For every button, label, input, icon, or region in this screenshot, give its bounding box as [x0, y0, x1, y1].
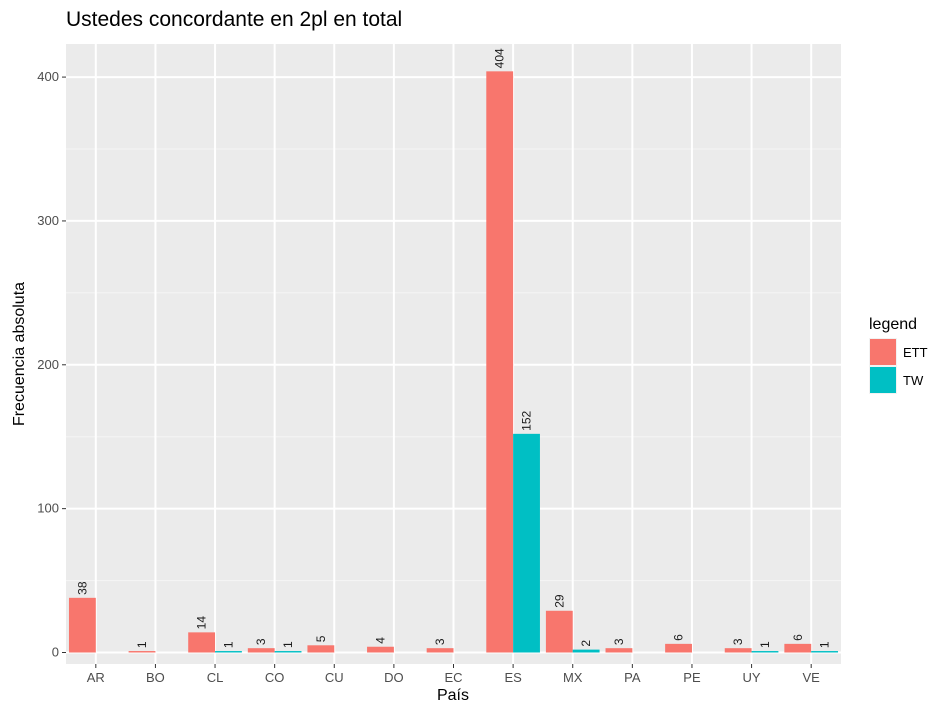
bar-ett-ar	[68, 597, 96, 653]
x-tick-label: CU	[325, 670, 344, 685]
data-label-tw-mx: 2	[579, 640, 593, 647]
data-label-ett-ar: 38	[75, 581, 89, 595]
data-labels: 38 1 14 3 5 4 3 404 29 3 6 3 6 1 1 152 2 1 1	[75, 48, 831, 648]
y-tick-label: 400	[37, 69, 59, 84]
y-tick-label: 100	[37, 501, 59, 516]
y-tick-label: 0	[52, 644, 59, 659]
data-label-ett-es: 404	[493, 48, 507, 68]
bar-ett-cl	[188, 632, 216, 653]
data-label-ett-bo: 1	[135, 641, 149, 648]
data-label-ett-mx: 29	[552, 594, 566, 608]
data-label-ett-pa: 3	[612, 638, 626, 645]
legend-label-ett: ETT	[903, 345, 928, 360]
legend-key-ett	[870, 339, 896, 365]
legend-key-tw	[870, 367, 896, 393]
legend-label-tw: TW	[903, 373, 924, 388]
bar-ett-co	[247, 648, 275, 653]
data-label-ett-cu: 5	[314, 635, 328, 642]
bar-ett-bo	[128, 651, 156, 653]
data-label-ett-uy: 3	[731, 638, 745, 645]
bar-tw-uy	[751, 651, 779, 653]
x-tick-label: PE	[683, 670, 701, 685]
bar-tw-ve	[811, 651, 839, 653]
x-tick-label: MX	[563, 670, 583, 685]
x-axis: AR BO CL CO CU DO EC ES MX PA PE UY VE	[87, 664, 820, 685]
bar-ett-ec	[426, 648, 454, 653]
bar-ett-pe	[665, 643, 692, 653]
bar-ett-do	[367, 646, 394, 653]
x-tick-label: VE	[803, 670, 821, 685]
y-axis: 0 100 200 300 400	[37, 69, 66, 659]
data-label-tw-uy: 1	[758, 641, 772, 648]
x-tick-label: AR	[87, 670, 105, 685]
y-axis-title: Frecuencia absoluta	[11, 282, 28, 426]
data-label-tw-co: 1	[281, 641, 295, 648]
x-axis-title: País	[437, 687, 469, 704]
data-label-ett-co: 3	[254, 638, 268, 645]
bar-ett-mx	[545, 610, 573, 653]
bar-tw-es	[513, 433, 540, 653]
bar-ett-es	[486, 71, 514, 653]
bar-ett-cu	[307, 645, 335, 653]
bar-tw-mx	[572, 649, 600, 653]
data-label-tw-cl: 1	[221, 641, 235, 648]
bar-tw-co	[274, 651, 302, 653]
data-label-tw-es: 152	[520, 410, 534, 430]
grid-major	[66, 44, 841, 664]
y-tick-label: 300	[37, 213, 59, 228]
x-tick-label: CO	[265, 670, 285, 685]
data-label-tw-ve: 1	[818, 641, 832, 648]
data-label-ett-pe: 6	[672, 634, 686, 641]
legend-title: legend	[869, 316, 917, 333]
x-tick-label: PA	[624, 670, 641, 685]
bar-ett-pa	[605, 648, 633, 653]
legend: legend ETT TW	[869, 316, 928, 394]
x-tick-label: UY	[743, 670, 761, 685]
data-label-ett-ec: 3	[433, 638, 447, 645]
x-tick-label: EC	[444, 670, 462, 685]
bar-tw-cl	[215, 651, 242, 653]
y-tick-label: 200	[37, 357, 59, 372]
bar-ett-ve	[784, 643, 812, 653]
chart-title: Ustedes concordante en 2pl en total	[66, 8, 403, 31]
data-label-ett-ve: 6	[791, 634, 805, 641]
data-label-ett-cl: 14	[195, 616, 209, 630]
bars	[68, 71, 839, 653]
x-tick-label: CL	[207, 670, 224, 685]
x-tick-label: DO	[384, 670, 404, 685]
x-tick-label: ES	[504, 670, 522, 685]
x-tick-label: BO	[146, 670, 165, 685]
data-label-ett-do: 4	[373, 637, 387, 644]
bar-ett-uy	[724, 648, 752, 653]
